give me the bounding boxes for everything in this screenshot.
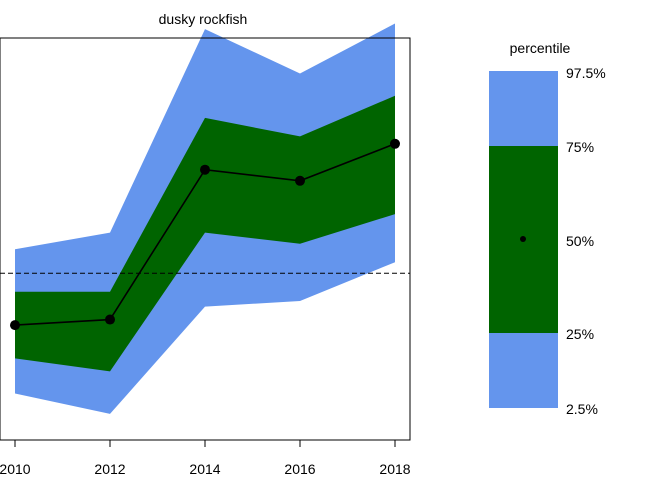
legend-label-2-5: 2.5% — [566, 401, 598, 417]
legend-label-97-5: 97.5% — [566, 65, 606, 81]
x-tick-label-2016: 2016 — [284, 461, 315, 477]
plot-area — [0, 23, 411, 441]
x-tick-label-2018: 2018 — [379, 461, 410, 477]
median-point-2016 — [295, 175, 305, 186]
median-point-2010 — [10, 320, 20, 331]
band-25-to-75 — [15, 95, 395, 372]
legend-label-50: 50% — [566, 233, 594, 249]
x-tick-label-2014: 2014 — [189, 461, 220, 477]
legend: percentile 97.5% 75% 50% 25% 2.5% — [489, 40, 606, 417]
legend-title: percentile — [510, 40, 571, 56]
chart-title: dusky rockfish — [159, 11, 248, 27]
legend-median-point — [520, 236, 526, 242]
median-points — [10, 138, 400, 331]
x-tick-label-2012: 2012 — [94, 461, 125, 477]
legend-outer-top — [489, 71, 558, 147]
median-point-2018 — [390, 138, 400, 149]
x-tick-label-2010: 2010 — [0, 461, 31, 477]
x-axis: 2010 2012 2014 2016 2018 — [0, 439, 411, 477]
legend-outer-bottom — [489, 333, 558, 408]
legend-label-25: 25% — [566, 326, 594, 342]
median-point-2014 — [200, 164, 210, 175]
median-point-2012 — [105, 314, 115, 325]
legend-label-75: 75% — [566, 139, 594, 155]
